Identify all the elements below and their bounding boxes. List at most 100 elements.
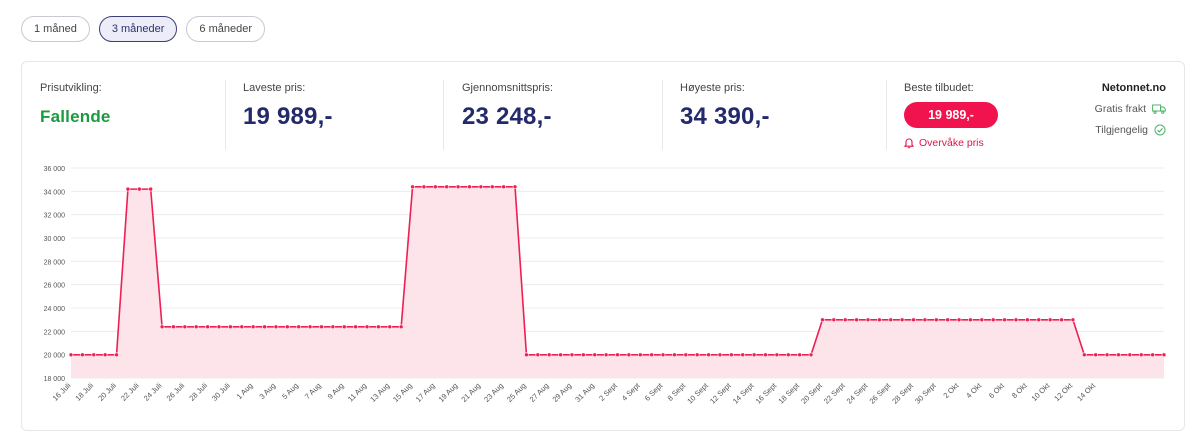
y-tick-label: 32 000: [44, 213, 66, 220]
x-tick-label: 24 Sept: [845, 380, 870, 405]
data-point: [558, 352, 563, 358]
watch-price-link[interactable]: Overvåke pris: [904, 137, 998, 149]
data-point: [592, 352, 598, 358]
data-point: [91, 352, 97, 358]
x-tick-label: 7 Aug: [303, 381, 323, 401]
average-price-value: 23 248,-: [462, 103, 552, 130]
data-point: [683, 352, 689, 358]
check-circle-icon: [1154, 124, 1166, 136]
x-tick-label: 12 Okt: [1052, 380, 1075, 403]
y-tick-label: 24 000: [44, 306, 66, 313]
data-point: [1002, 317, 1007, 323]
data-point: [979, 317, 985, 323]
x-tick-label: 11 Aug: [346, 381, 368, 403]
best-offer-stat: Beste tilbudet: 19 989,- Overvåke pris: [904, 82, 998, 149]
data-point: [899, 317, 905, 323]
data-point: [615, 352, 620, 358]
data-point: [1070, 317, 1076, 323]
x-tick-label: 10 Sept: [685, 380, 710, 405]
x-tick-label: 26 Juli: [165, 381, 187, 403]
data-point: [1116, 352, 1121, 358]
data-point: [842, 317, 848, 323]
data-point: [637, 352, 643, 358]
data-point: [182, 324, 188, 330]
data-point: [307, 324, 313, 330]
data-point: [489, 184, 495, 190]
highest-price-stat: Høyeste pris: 34 390,-: [680, 82, 770, 131]
data-point: [159, 324, 165, 330]
trend-stat: Prisutvikling: Fallende: [40, 82, 111, 127]
tab-3-maneder[interactable]: 3 måneder: [98, 16, 178, 42]
highest-price-label: Høyeste pris:: [680, 82, 745, 94]
x-tick-label: 10 Okt: [1030, 380, 1053, 403]
data-point: [785, 352, 791, 358]
availability-info: Tilgjengelig: [1095, 124, 1166, 136]
data-point: [433, 184, 438, 190]
data-point: [1013, 317, 1019, 323]
data-point: [569, 352, 575, 358]
x-tick-label: 28 Juli: [187, 381, 209, 403]
price-area: [71, 186, 1164, 378]
x-tick-label: 1 Aug: [235, 381, 255, 401]
y-tick-label: 26 000: [44, 283, 66, 290]
x-tick-label: 6 Sept: [643, 380, 665, 402]
x-tick-label: 5 Aug: [280, 381, 300, 401]
x-tick-label: 22 Juli: [119, 381, 141, 403]
data-point: [672, 352, 677, 358]
data-point: [1025, 317, 1030, 323]
data-point: [933, 317, 939, 323]
data-point: [1150, 352, 1155, 358]
data-point: [774, 352, 780, 358]
data-point: [410, 184, 415, 190]
data-point: [865, 317, 871, 323]
x-tick-label: 3 Aug: [257, 381, 277, 401]
data-point: [444, 184, 450, 190]
x-tick-label: 2 Sept: [597, 380, 619, 402]
x-tick-label: 18 Juli: [73, 381, 95, 403]
data-point: [797, 352, 802, 358]
best-offer-button[interactable]: 19 989,-: [904, 102, 998, 128]
data-point: [501, 184, 506, 190]
data-point: [216, 324, 222, 330]
x-tick-label: 17 Aug: [414, 381, 437, 404]
y-tick-label: 34 000: [44, 189, 66, 196]
data-point: [262, 324, 267, 330]
best-offer-label: Beste tilbudet:: [904, 82, 974, 94]
store-info: Netonnet.no Gratis frakt Tilgjengelig: [1095, 82, 1166, 136]
data-point: [455, 184, 461, 190]
data-point: [877, 317, 882, 323]
x-tick-label: 19 Aug: [437, 381, 460, 404]
price-history-card: Prisutvikling: Fallende Laveste pris: 19…: [21, 61, 1185, 431]
data-point: [546, 352, 552, 358]
data-point: [820, 317, 825, 323]
shipping-label: Gratis frakt: [1094, 103, 1146, 115]
x-tick-label: 31 Aug: [573, 381, 596, 404]
tab-6-maneder[interactable]: 6 måneder: [186, 16, 265, 42]
data-point: [1093, 352, 1098, 358]
x-tick-label: 16 Sept: [754, 380, 779, 405]
x-tick-label: 20 Juli: [96, 381, 118, 403]
availability-label: Tilgjengelig: [1095, 124, 1148, 136]
watch-price-label: Overvåke pris: [919, 137, 984, 149]
data-point: [387, 324, 393, 330]
shipping-info: Gratis frakt: [1095, 103, 1166, 115]
data-point: [273, 324, 279, 330]
data-point: [228, 324, 233, 330]
data-point: [945, 317, 950, 323]
data-point: [193, 324, 199, 330]
data-point: [524, 352, 529, 358]
data-point: [114, 352, 119, 358]
data-point: [968, 317, 973, 323]
store-name[interactable]: Netonnet.no: [1101, 82, 1166, 94]
divider: [225, 80, 226, 150]
data-point: [285, 324, 290, 330]
tab-1-maned[interactable]: 1 måned: [21, 16, 90, 42]
y-tick-label: 30 000: [44, 236, 66, 243]
average-price-label: Gjennomsnittspris:: [462, 82, 554, 94]
data-point: [137, 186, 142, 192]
data-point: [478, 184, 484, 190]
x-tick-label: 30 Juli: [210, 381, 232, 403]
data-point: [1036, 317, 1042, 323]
x-tick-label: 22 Sept: [822, 380, 847, 405]
data-point: [649, 352, 654, 358]
